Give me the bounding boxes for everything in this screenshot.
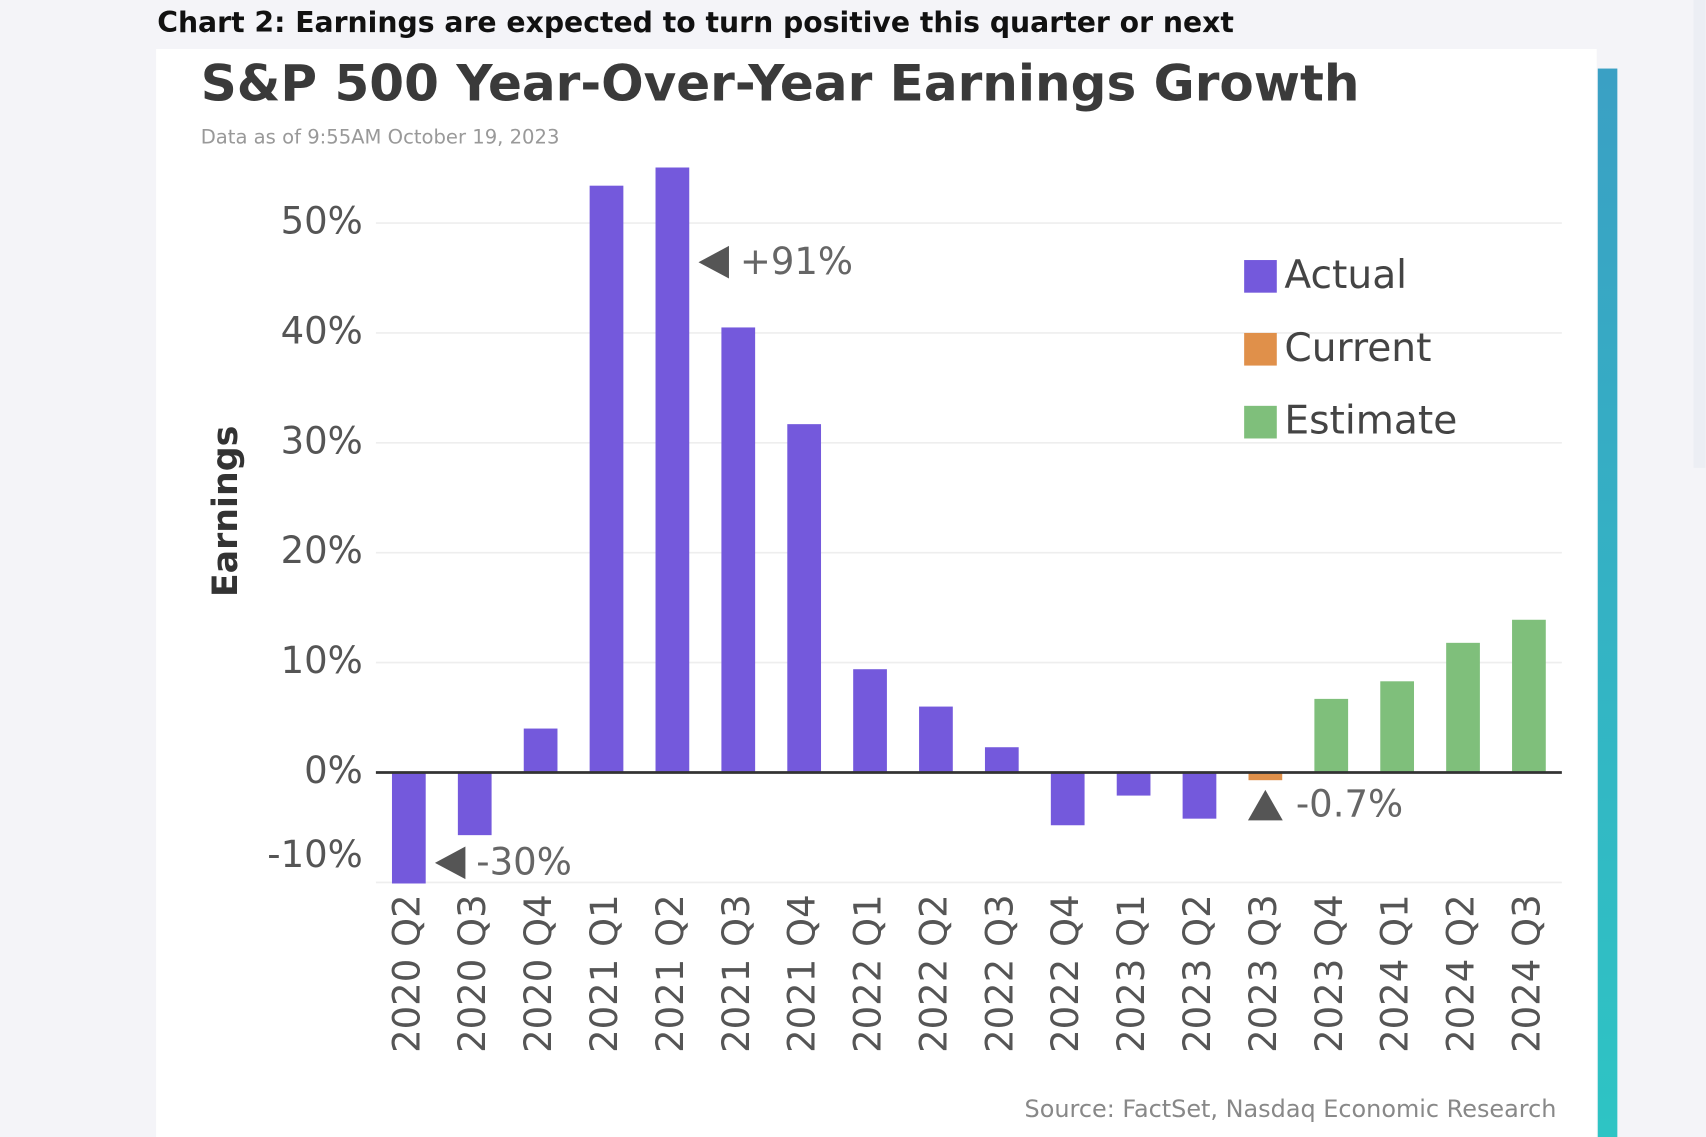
- bar: [919, 706, 953, 773]
- bar: [1248, 772, 1283, 781]
- x-tick-label: 2022 Q3: [978, 894, 1021, 1053]
- x-tick-label: 2022 Q4: [1044, 894, 1087, 1053]
- legend-swatch: [1244, 260, 1277, 293]
- x-tick-label: 2021 Q3: [715, 894, 758, 1053]
- x-tick-label: 2021 Q2: [649, 894, 692, 1053]
- bar: [1116, 772, 1151, 796]
- bar: [1446, 642, 1480, 773]
- legend-label: Estimate: [1284, 399, 1457, 444]
- x-tick-label: 2020 Q4: [517, 894, 560, 1053]
- y-tick-label: 30%: [281, 419, 363, 462]
- legend-swatch: [1244, 405, 1277, 439]
- source: Source: FactSet, Nasdaq Economic Researc…: [1025, 1095, 1557, 1123]
- y-tick-label: 50%: [281, 200, 363, 243]
- plot: -10% 0% 10% 20% 30% 40% 50% 2020 Q2 2020 Q3 2020 …: [267, 167, 1562, 1053]
- bar: [655, 167, 690, 773]
- x-tick-label: 2024 Q3: [1505, 894, 1548, 1053]
- heading: Chart 2: Earnings are expected to turn p…: [157, 6, 1234, 39]
- x-tick-label: 2020 Q3: [451, 894, 494, 1053]
- legend-label: Actual: [1284, 253, 1407, 298]
- x-tick-label: 2023 Q4: [1308, 894, 1351, 1053]
- x-tick-label: 2023 Q2: [1176, 894, 1219, 1053]
- y-tick-label: 10%: [281, 639, 363, 682]
- accent-bar: [1597, 68, 1618, 1137]
- annotation-arrow: [434, 846, 466, 880]
- data-label: +91%: [740, 240, 853, 283]
- bar: [1182, 772, 1217, 819]
- chart-card: [156, 48, 1597, 1137]
- data-label: -0.7%: [1296, 783, 1403, 826]
- annotation-arrow: [1247, 789, 1283, 821]
- bars: [391, 167, 1546, 884]
- y-tick-label: 40%: [281, 309, 363, 352]
- x-tick-label: 2022 Q1: [847, 894, 890, 1053]
- bar: [1512, 619, 1546, 773]
- annotation-arrow: [698, 245, 729, 279]
- x-tick-label: 2023 Q1: [1110, 894, 1153, 1053]
- chart-title: S&P 500 Year-Over-Year Earnings Growth: [201, 55, 1360, 113]
- x-tick-label: 2021 Q4: [781, 894, 824, 1053]
- bar: [853, 669, 887, 773]
- bar: [457, 772, 492, 836]
- bar: [391, 772, 426, 884]
- bar: [787, 424, 822, 773]
- bar: [1314, 698, 1349, 773]
- legend-label: Current: [1284, 326, 1431, 371]
- bar: [984, 747, 1019, 773]
- y-tick-label: -10%: [267, 833, 363, 876]
- y-tick-label: 0%: [304, 749, 363, 792]
- bar: [523, 728, 558, 773]
- subtitle: Data as of 9:55AM October 19, 2023: [201, 126, 560, 149]
- x-tick-label: 2020 Q2: [385, 894, 428, 1053]
- y-tick-label: 20%: [281, 529, 363, 572]
- legend-swatch: [1244, 332, 1277, 366]
- bar: [1380, 681, 1415, 773]
- x-tick-label: 2024 Q2: [1440, 894, 1483, 1053]
- bar: [589, 185, 624, 773]
- scrollbar: [1693, 0, 1706, 468]
- y-axis-label: Earnings: [206, 426, 246, 598]
- x-tick-label: 2022 Q2: [912, 894, 955, 1053]
- bar: [1050, 772, 1085, 826]
- x-tick-label: 2023 Q3: [1242, 894, 1285, 1053]
- x-tick-label: 2024 Q1: [1374, 894, 1417, 1053]
- x-tick-label: 2021 Q1: [583, 894, 626, 1053]
- bar: [721, 327, 756, 773]
- data-label: -30%: [476, 840, 572, 883]
